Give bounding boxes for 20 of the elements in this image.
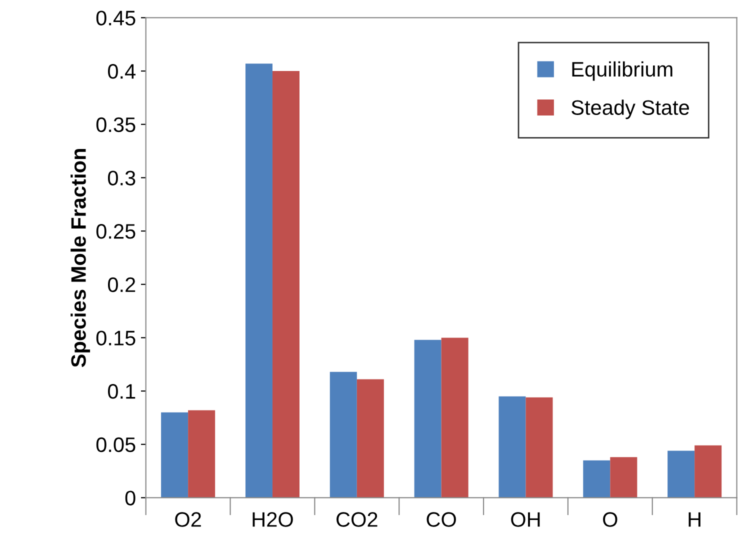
y-tick-label: 0.15	[96, 330, 136, 346]
y-tick-label: 0	[125, 490, 136, 506]
y-tick-label: 0.1	[108, 384, 136, 399]
y-tick-label: 0.05	[96, 437, 136, 452]
y-axis-title: Species Mole Fraction	[70, 148, 90, 368]
x-tick-label: CO2	[336, 512, 378, 527]
y-tick-label: 0.2	[108, 277, 136, 292]
legend-label: Steady State	[572, 100, 689, 120]
x-tick-label: O2	[175, 512, 201, 527]
y-tick-label: 0.25	[96, 224, 136, 239]
y-tick-label: 0.45	[96, 10, 136, 26]
x-tick-label: CO	[426, 512, 456, 527]
x-tick-label: OH	[511, 512, 540, 527]
y-tick-label: 0.35	[96, 117, 136, 132]
x-tick-label: H2O	[252, 512, 293, 527]
y-tick-label: 0.3	[108, 170, 136, 186]
legend-label: Equilibrium	[572, 61, 672, 81]
x-tick-label: O	[603, 512, 618, 527]
y-tick-label: 0.4	[108, 64, 136, 79]
x-tick-label: H	[688, 512, 700, 527]
